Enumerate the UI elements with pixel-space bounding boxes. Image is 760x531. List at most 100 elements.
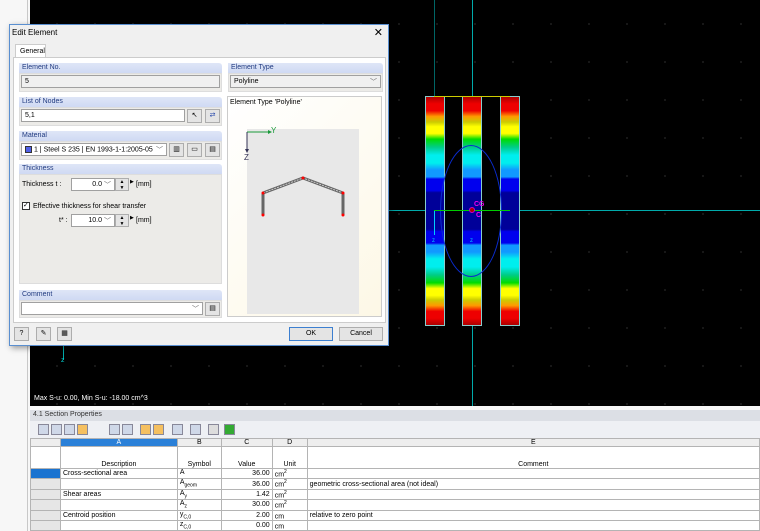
- value-cell[interactable]: 36.00: [220, 478, 273, 490]
- comment-cell[interactable]: geometric cross-sectional area (not idea…: [306, 478, 760, 490]
- row-header[interactable]: [30, 478, 61, 490]
- table-row[interactable]: Ageom 36.00 cm2 geometric cross-sectiona…: [30, 478, 760, 490]
- description-cell[interactable]: Shear areas: [59, 488, 178, 501]
- close-icon[interactable]: ✕: [373, 27, 383, 39]
- table-row[interactable]: Cross-sectional area A 36.00 cm2: [30, 467, 760, 480]
- material-library-button[interactable]: ▥: [169, 143, 184, 157]
- edit-material-button[interactable]: ▤: [205, 143, 220, 157]
- unit-exponent: 2: [284, 479, 287, 486]
- unit-cell[interactable]: cm: [271, 519, 308, 531]
- unit-cell[interactable]: cm2: [271, 478, 308, 490]
- section-properties-table: A B C D E Description Symbol Value Unit …: [30, 438, 760, 531]
- tstar-input[interactable]: 10.0 ﹀: [71, 214, 115, 227]
- section-strip-3[interactable]: [500, 96, 520, 326]
- units-button[interactable]: ▦: [57, 327, 72, 341]
- toolbar-button[interactable]: [38, 424, 49, 435]
- edit-button[interactable]: ✎: [36, 327, 51, 341]
- toolbar-button[interactable]: [153, 424, 164, 435]
- row-header[interactable]: [30, 509, 61, 521]
- value-cell[interactable]: 2.00: [220, 509, 273, 521]
- row-header[interactable]: [30, 467, 61, 480]
- comment-cell[interactable]: [306, 467, 760, 480]
- unit: cm: [274, 512, 285, 520]
- symbol-cell[interactable]: Ay: [176, 488, 222, 501]
- symbol-cell[interactable]: yC,0: [176, 509, 222, 521]
- value-cell[interactable]: 36.00: [220, 467, 273, 480]
- table-row[interactable]: Az 30.00 cm2: [30, 499, 760, 511]
- description-cell[interactable]: Centroid position: [59, 509, 178, 521]
- tab-general[interactable]: General: [15, 44, 46, 58]
- table-row[interactable]: zC,0 0.00 cm: [30, 519, 760, 531]
- comment-library-button[interactable]: ▤: [205, 302, 220, 316]
- thickness-spinner[interactable]: ▲ ▼: [115, 178, 129, 191]
- column-letter[interactable]: B: [176, 438, 222, 447]
- dialog-title: Edit Element: [12, 28, 58, 37]
- material-select[interactable]: 1 | Steel S 235 | EN 1993-1-1:2005-05 ﹀: [21, 143, 167, 156]
- table-row[interactable]: Centroid position yC,0 2.00 cm relative …: [30, 509, 760, 521]
- symbol-cell[interactable]: A: [176, 467, 222, 480]
- guide-line: [434, 0, 435, 96]
- toolbar-button[interactable]: [172, 424, 183, 435]
- thickness-input[interactable]: 0.0 ﹀: [71, 178, 115, 191]
- value-cell[interactable]: 30.00: [220, 499, 273, 511]
- toolbar-button[interactable]: [140, 424, 151, 435]
- value-cell[interactable]: 0.00: [220, 519, 273, 531]
- symbol: y: [179, 510, 184, 518]
- column-letter[interactable]: E: [306, 438, 760, 447]
- symbol-cell[interactable]: zC,0: [176, 519, 222, 531]
- element-no-field[interactable]: 5: [21, 75, 220, 88]
- unit-cell[interactable]: cm2: [271, 488, 308, 501]
- arrow-right-icon[interactable]: ▶: [130, 179, 134, 185]
- column-letter[interactable]: D: [271, 438, 308, 447]
- symbol-subscript: C,0: [183, 513, 192, 520]
- axis-z-label: Z: [244, 153, 249, 162]
- comment-cell[interactable]: [306, 519, 760, 531]
- preview-title: Element Type 'Polyline': [230, 99, 302, 106]
- status-text: Max S-u: 0.00, Min S-u: -18.00 cm^3: [34, 395, 148, 402]
- symbol-cell[interactable]: Ageom: [176, 478, 222, 490]
- symbol-cell[interactable]: Az: [176, 499, 222, 511]
- thickness-unit: [mm]: [136, 181, 152, 188]
- unit-cell[interactable]: cm2: [271, 499, 308, 511]
- description-cell[interactable]: Cross-sectional area: [59, 467, 178, 480]
- unit-cell[interactable]: cm: [271, 509, 308, 521]
- toolbar-button[interactable]: [77, 424, 88, 435]
- new-material-button[interactable]: ▭: [187, 143, 202, 157]
- description-cell[interactable]: [59, 499, 178, 511]
- description-cell[interactable]: [59, 519, 178, 531]
- comment-input[interactable]: ﹀: [21, 302, 203, 315]
- tstar-spinner[interactable]: ▲ ▼: [115, 214, 129, 227]
- unit-cell[interactable]: cm2: [271, 467, 308, 480]
- reverse-nodes-button[interactable]: ⇄: [205, 109, 220, 123]
- arrow-right-icon[interactable]: ▶: [130, 215, 134, 221]
- toolbar-button[interactable]: [51, 424, 62, 435]
- next-icon[interactable]: [122, 424, 133, 435]
- help-button[interactable]: ?: [14, 327, 29, 341]
- toolbar-button[interactable]: [208, 424, 219, 435]
- table-title: 4.1 Section Properties: [30, 410, 760, 421]
- excel-icon[interactable]: [224, 424, 235, 435]
- comment-cell[interactable]: [306, 488, 760, 501]
- row-header[interactable]: [30, 499, 61, 511]
- table-row[interactable]: Shear areas Ay 1.42 cm2: [30, 488, 760, 501]
- ok-button[interactable]: OK: [289, 327, 333, 341]
- unit-exponent: 2: [284, 469, 287, 476]
- effective-thickness-checkbox[interactable]: ✓: [22, 202, 30, 210]
- row-header[interactable]: [30, 519, 61, 531]
- cancel-button[interactable]: Cancel: [339, 327, 383, 341]
- row-header[interactable]: [30, 488, 61, 501]
- comment-cell[interactable]: [306, 499, 760, 511]
- toolbar-button[interactable]: [90, 424, 101, 435]
- comment-cell[interactable]: relative to zero point: [306, 509, 760, 521]
- pick-nodes-button[interactable]: ↖: [187, 109, 202, 123]
- corner-cell[interactable]: [30, 438, 61, 447]
- column-letter[interactable]: C: [220, 438, 273, 447]
- element-type-select[interactable]: Polyline ﹀: [230, 75, 381, 88]
- value-cell[interactable]: 1.42: [220, 488, 273, 501]
- nodes-input[interactable]: 5,1: [21, 109, 185, 122]
- filter-icon[interactable]: [190, 424, 201, 435]
- toolbar-button[interactable]: [64, 424, 75, 435]
- column-letter[interactable]: A: [59, 438, 178, 447]
- description-cell[interactable]: [59, 478, 178, 490]
- previous-icon[interactable]: [109, 424, 120, 435]
